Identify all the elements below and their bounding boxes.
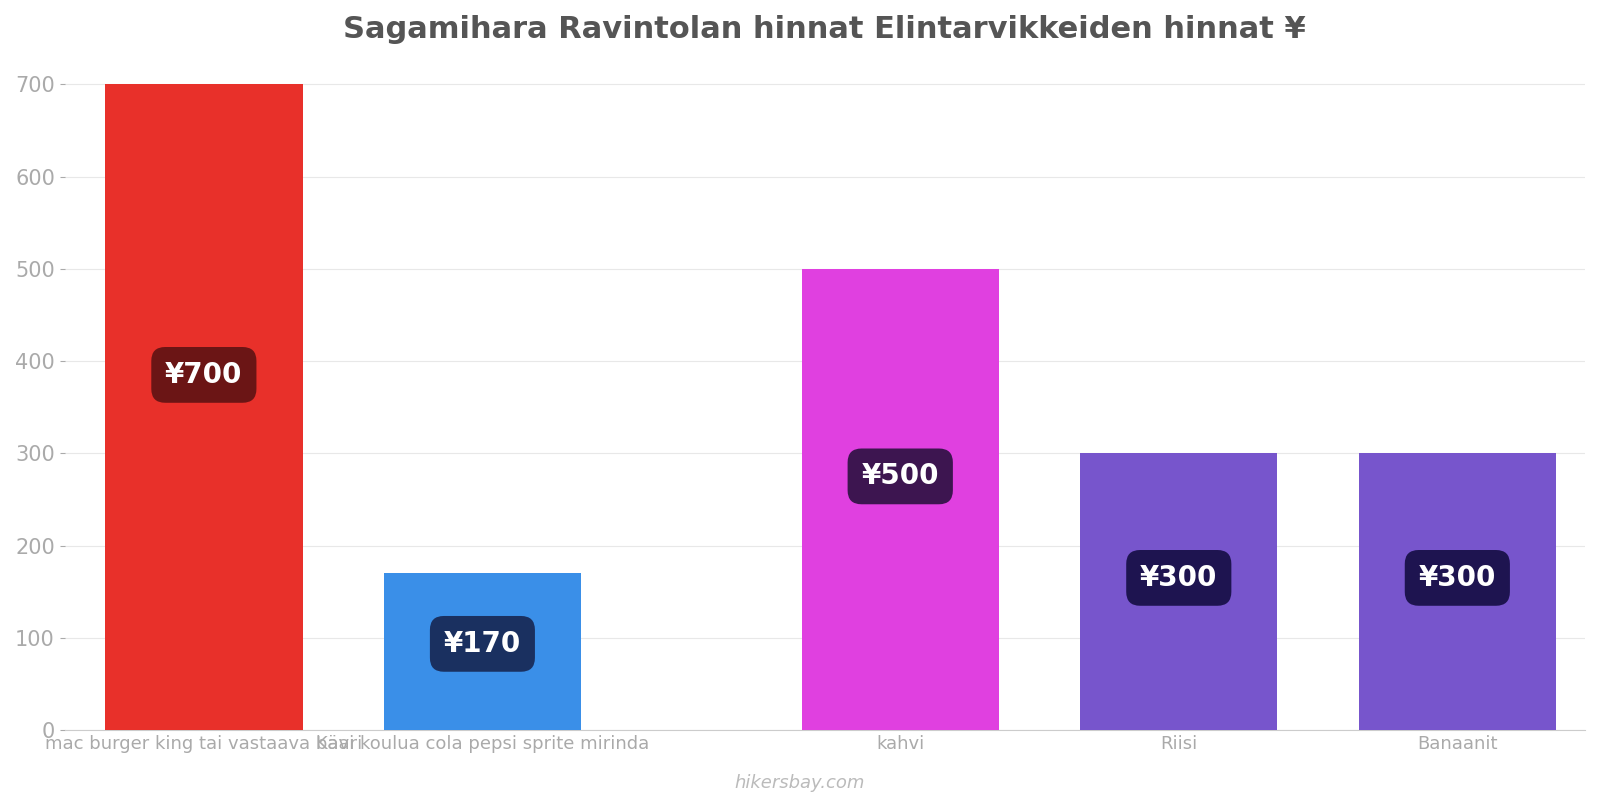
Bar (106, 84, 302, 730)
Text: ¥170: ¥170 (443, 630, 522, 658)
Text: ¥700: ¥700 (165, 361, 243, 389)
Bar (384, 574, 581, 730)
Text: ¥300: ¥300 (1419, 564, 1496, 592)
Text: ¥300: ¥300 (1141, 564, 1218, 592)
Title: Sagamihara Ravintolan hinnat Elintarvikkeiden hinnat ¥: Sagamihara Ravintolan hinnat Elintarvikk… (344, 15, 1306, 44)
Text: hikersbay.com: hikersbay.com (734, 774, 866, 792)
Bar (802, 269, 998, 730)
Bar (1080, 454, 1277, 730)
Bar (1358, 454, 1555, 730)
Text: ¥500: ¥500 (861, 462, 939, 490)
